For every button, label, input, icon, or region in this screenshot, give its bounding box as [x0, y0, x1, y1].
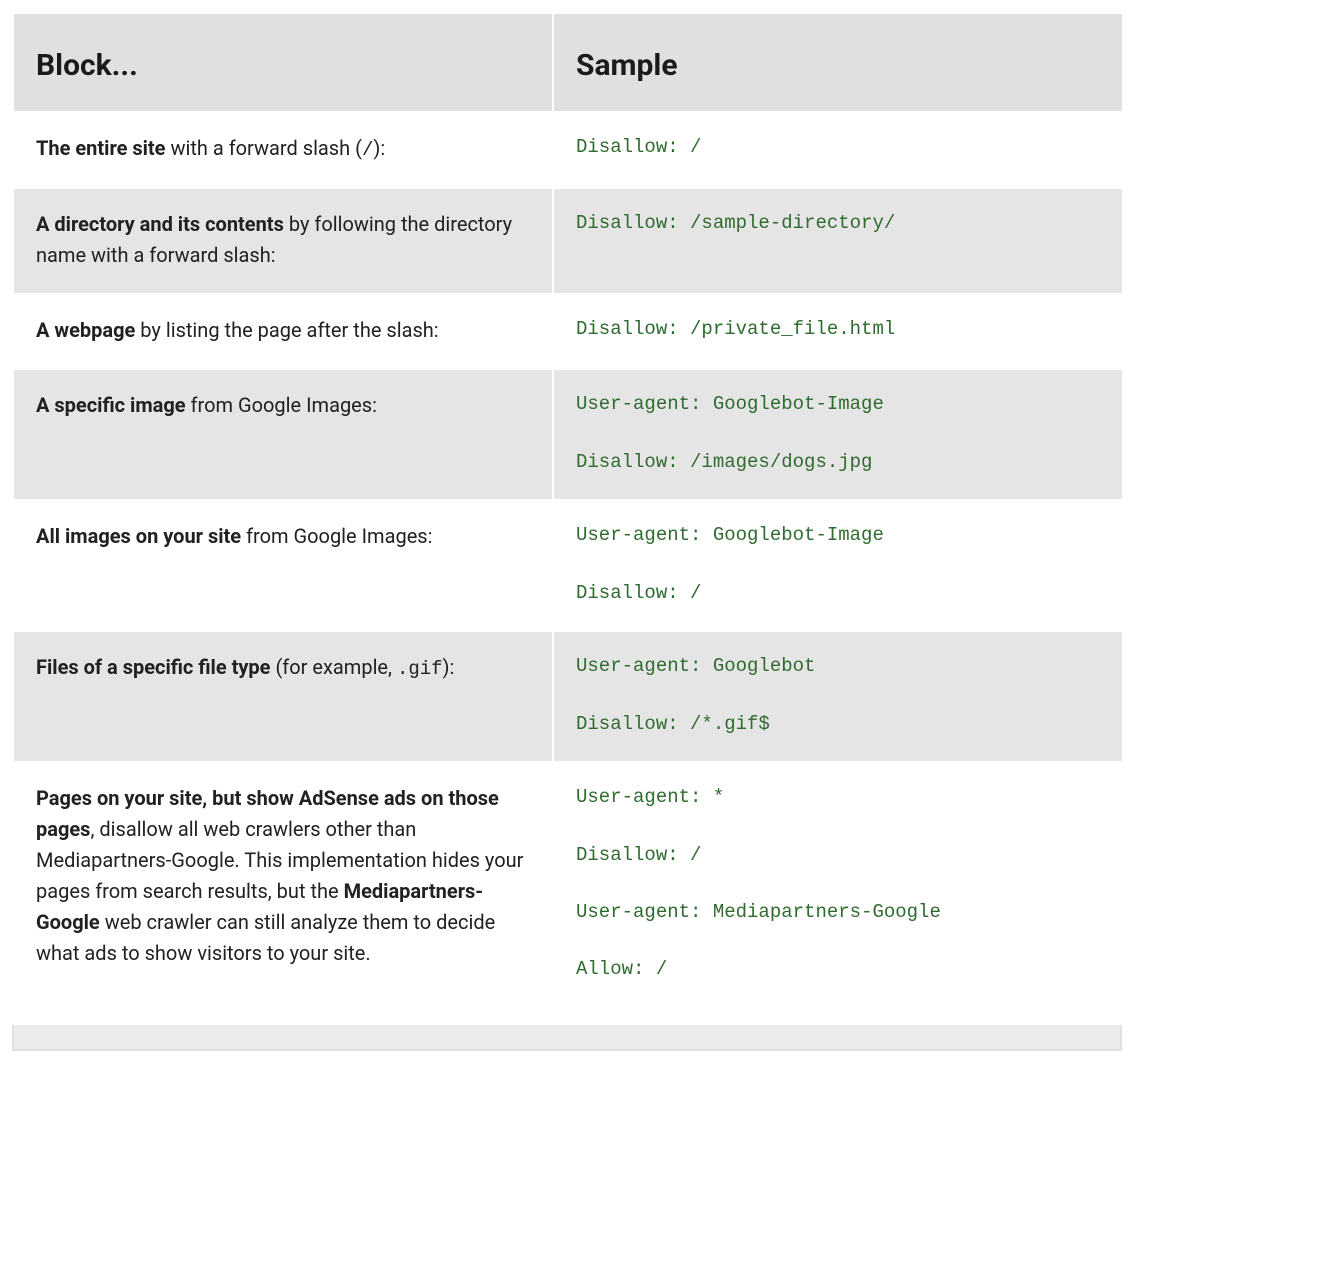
column-header-sample: Sample: [553, 13, 1123, 112]
rule-description: All images on your site from Google Imag…: [13, 500, 553, 631]
table-row: Files of a specific file type (for examp…: [13, 631, 1123, 762]
bold-text: A webpage: [36, 318, 135, 342]
rule-description: Files of a specific file type (for examp…: [13, 631, 553, 762]
code-line: Disallow: /: [576, 133, 1100, 162]
code-sample: Disallow: /: [576, 133, 1100, 162]
text: (for example,: [270, 655, 396, 679]
code-sample: User-agent: Googlebot Disallow: /*.gif$: [576, 652, 1100, 739]
robots-rules-table: Block... Sample The entire site with a f…: [12, 12, 1124, 1009]
code-line: User-agent: Googlebot-Image: [576, 390, 1100, 419]
code-line: User-agent: *: [576, 783, 1100, 812]
rule-description: Pages on your site, but show AdSense ads…: [13, 762, 553, 1008]
bold-text: A directory and its contents: [36, 212, 284, 236]
code-sample: Disallow: /sample-directory/: [576, 209, 1100, 238]
code-line: Disallow: /sample-directory/: [576, 209, 1100, 238]
text: from Google Images:: [186, 393, 377, 417]
table-row: The entire site with a forward slash (/)…: [13, 112, 1123, 188]
rule-sample: User-agent: Googlebot-Image Disallow: /: [553, 500, 1123, 631]
code-line: User-agent: Googlebot-Image: [576, 521, 1100, 550]
rule-sample: Disallow: /private_file.html: [553, 294, 1123, 369]
rule-sample: User-agent: Googlebot Disallow: /*.gif$: [553, 631, 1123, 762]
footer-strip: [12, 1025, 1122, 1051]
code-line: Disallow: /: [576, 579, 1100, 608]
text: ):: [373, 136, 385, 160]
code-line: User-agent: Googlebot: [576, 652, 1100, 681]
inline-code: /: [362, 139, 373, 161]
code-line: Allow: /: [576, 955, 1100, 984]
text: with a forward slash (: [165, 136, 361, 160]
table-row: All images on your site from Google Imag…: [13, 500, 1123, 631]
text: by listing the page after the slash:: [135, 318, 438, 342]
table-row: A directory and its contents by followin…: [13, 188, 1123, 294]
rule-description: The entire site with a forward slash (/)…: [13, 112, 553, 188]
table-row: A webpage by listing the page after the …: [13, 294, 1123, 369]
rule-sample: User-agent: * Disallow: / User-agent: Medi…: [553, 762, 1123, 1008]
rule-sample: User-agent: Googlebot-Image Disallow: /im…: [553, 369, 1123, 500]
code-line: Disallow: /*.gif$: [576, 710, 1100, 739]
table-row: Pages on your site, but show AdSense ads…: [13, 762, 1123, 1008]
table-body: The entire site with a forward slash (/)…: [13, 112, 1123, 1008]
rule-description: A directory and its contents by followin…: [13, 188, 553, 294]
bold-text: The entire site: [36, 136, 165, 160]
rule-sample: Disallow: /: [553, 112, 1123, 188]
code-line: User-agent: Mediapartners-Google: [576, 898, 1100, 927]
column-header-block: Block...: [13, 13, 553, 112]
code-line: Disallow: /private_file.html: [576, 315, 1100, 344]
rule-sample: Disallow: /sample-directory/: [553, 188, 1123, 294]
rule-description: A webpage by listing the page after the …: [13, 294, 553, 369]
code-line: Disallow: /: [576, 841, 1100, 870]
table-header-row: Block... Sample: [13, 13, 1123, 112]
code-sample: Disallow: /private_file.html: [576, 315, 1100, 344]
inline-code: .gif: [397, 658, 443, 680]
bold-text: Files of a specific file type: [36, 655, 270, 679]
text: ):: [443, 655, 455, 679]
bold-text: A specific image: [36, 393, 186, 417]
bold-text: All images on your site: [36, 524, 241, 548]
code-sample: User-agent: * Disallow: / User-agent: Medi…: [576, 783, 1100, 985]
text: from Google Images:: [241, 524, 432, 548]
text: web crawler can still analyze them to de…: [36, 910, 495, 965]
code-sample: User-agent: Googlebot-Image Disallow: /im…: [576, 390, 1100, 477]
rule-description: A specific image from Google Images:: [13, 369, 553, 500]
code-sample: User-agent: Googlebot-Image Disallow: /: [576, 521, 1100, 608]
code-line: Disallow: /images/dogs.jpg: [576, 448, 1100, 477]
table-row: A specific image from Google Images: User…: [13, 369, 1123, 500]
